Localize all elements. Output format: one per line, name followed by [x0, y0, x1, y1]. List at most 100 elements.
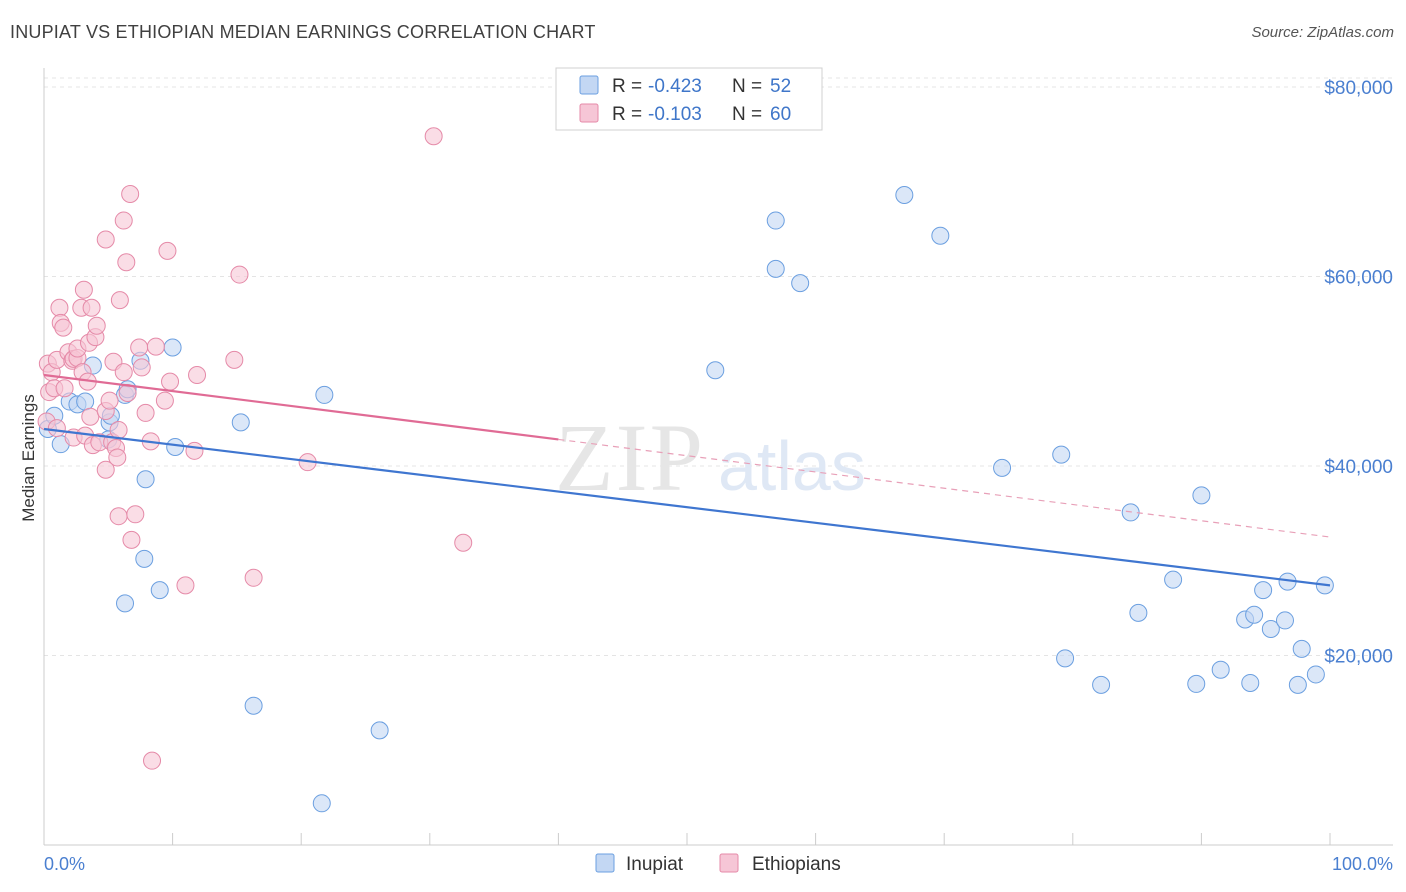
legend-r-value-2: -0.103 [648, 104, 702, 125]
ethiopians-point [114, 363, 133, 382]
bottom-legend-label-ethiopians: Ethiopians [752, 854, 841, 875]
inupiat-point [1129, 603, 1148, 622]
legend-n-label-2: N = [732, 104, 762, 125]
inupiat-point [150, 581, 169, 600]
inupiat-point [1052, 445, 1071, 464]
legend-box: R = -0.423 N = 52 R = -0.103 N = 60 [555, 67, 823, 131]
bottom-legend-swatch-ethiopians [719, 853, 739, 873]
ethiopians-point [454, 533, 473, 552]
inupiat-point [1261, 619, 1280, 638]
ethiopians-point [244, 568, 263, 587]
x-tick-labels: 0.0% 100.0% [44, 854, 1393, 874]
ethiopians-point [108, 448, 127, 467]
ethiopians-point [117, 253, 136, 272]
ethiopians-point [185, 441, 204, 460]
y-axis-label: Median Earnings [19, 394, 38, 522]
legend-r-label-1: R = [612, 76, 642, 97]
inupiat-point [312, 794, 331, 813]
ethiopians-point [158, 241, 177, 260]
inupiat-point [163, 338, 182, 357]
ethiopians-point [143, 751, 162, 770]
ethiopians-point [54, 318, 73, 337]
inupiat-point [1275, 611, 1294, 630]
ethiopians-point [122, 530, 141, 549]
inupiat-point [766, 259, 785, 278]
inupiat-point [136, 470, 155, 489]
ethiopians-trend-line-solid [43, 373, 559, 441]
watermark-atlas: atlas [718, 427, 866, 505]
bottom-legend: Inupiat Ethiopians [595, 853, 841, 875]
inupiat-point [1292, 639, 1311, 658]
legend-swatch-inupiat [579, 75, 599, 95]
inupiat-point [1192, 486, 1211, 505]
ethiopians-point [50, 298, 69, 317]
y-tick-labels: $20,000 $40,000 $60,000 $80,000 [1324, 78, 1393, 668]
inupiat-point [706, 361, 725, 380]
x-ticks [43, 833, 1331, 845]
inupiat-point [1306, 665, 1325, 684]
inupiat-point [1211, 660, 1230, 679]
bottom-legend-label-inupiat: Inupiat [626, 854, 684, 875]
legend-n-value-1: 52 [770, 76, 791, 97]
ethiopians-point [82, 298, 101, 317]
ethiopians-point [132, 358, 151, 377]
ethiopians-point [188, 366, 207, 385]
legend-r-value-1: -0.423 [648, 76, 702, 97]
inupiat-point [135, 549, 154, 568]
inupiat-point [1187, 674, 1206, 693]
inupiat-point [76, 392, 95, 411]
inupiat-point [791, 274, 810, 293]
legend-n-label-1: N = [732, 76, 762, 97]
inupiat-point [1241, 673, 1260, 692]
ethiopians-point [225, 350, 244, 369]
inupiat-point [1056, 649, 1075, 668]
inupiat-point [116, 594, 135, 613]
ethiopians-point [110, 291, 129, 310]
ethiopians-point [176, 576, 195, 595]
source-label: Source: ZipAtlas.com [1251, 24, 1394, 41]
ethiopians-point [155, 391, 174, 410]
ethiopians-point [100, 391, 119, 410]
y-tick-label-60000: $60,000 [1324, 267, 1393, 288]
bottom-legend-swatch-inupiat [595, 853, 615, 873]
y-tick-label-40000: $40,000 [1324, 457, 1393, 478]
inupiat-point [993, 458, 1012, 477]
ethiopians-point [96, 460, 115, 479]
inupiat-point [244, 696, 263, 715]
ethiopians-point [114, 211, 133, 230]
inupiat-point [1164, 570, 1183, 589]
inupiat-point [1254, 581, 1273, 600]
inupiat-trend-line [43, 427, 1331, 587]
ethiopians-point [126, 505, 145, 524]
ethiopians-point [96, 230, 115, 249]
chart-title: INUPIAT VS ETHIOPIAN MEDIAN EARNINGS COR… [10, 22, 596, 42]
ethiopians-point [55, 379, 74, 398]
inupiat-point [1288, 675, 1307, 694]
ethiopians-point [146, 337, 165, 356]
y-tick-label-20000: $20,000 [1324, 646, 1393, 667]
inupiat-point [166, 438, 185, 457]
trend-lines [43, 373, 1331, 587]
legend-swatch-ethiopians [579, 103, 599, 123]
legend-n-value-2: 60 [770, 104, 791, 125]
ethiopians-point [87, 316, 106, 335]
ethiopians-point [136, 403, 155, 422]
legend-r-label-2: R = [612, 104, 642, 125]
inupiat-point [895, 185, 914, 204]
ethiopians-point [81, 407, 100, 426]
inupiat-point [231, 413, 250, 432]
inupiat-point [315, 385, 334, 404]
ethiopians-trend-line-dashed [558, 438, 1331, 538]
ethiopians-point [47, 419, 66, 438]
ethiopians-point [130, 338, 149, 357]
y-tick-label-80000: $80,000 [1324, 78, 1393, 99]
ethiopians-point [74, 280, 93, 299]
ethiopians-point [230, 265, 249, 284]
inupiat-point [931, 226, 950, 245]
x-tick-label-max: 100.0% [1332, 854, 1393, 874]
ethiopians-point [424, 127, 443, 146]
inupiat-point [1092, 675, 1111, 694]
inupiat-point [766, 211, 785, 230]
inupiat-point [370, 721, 389, 740]
